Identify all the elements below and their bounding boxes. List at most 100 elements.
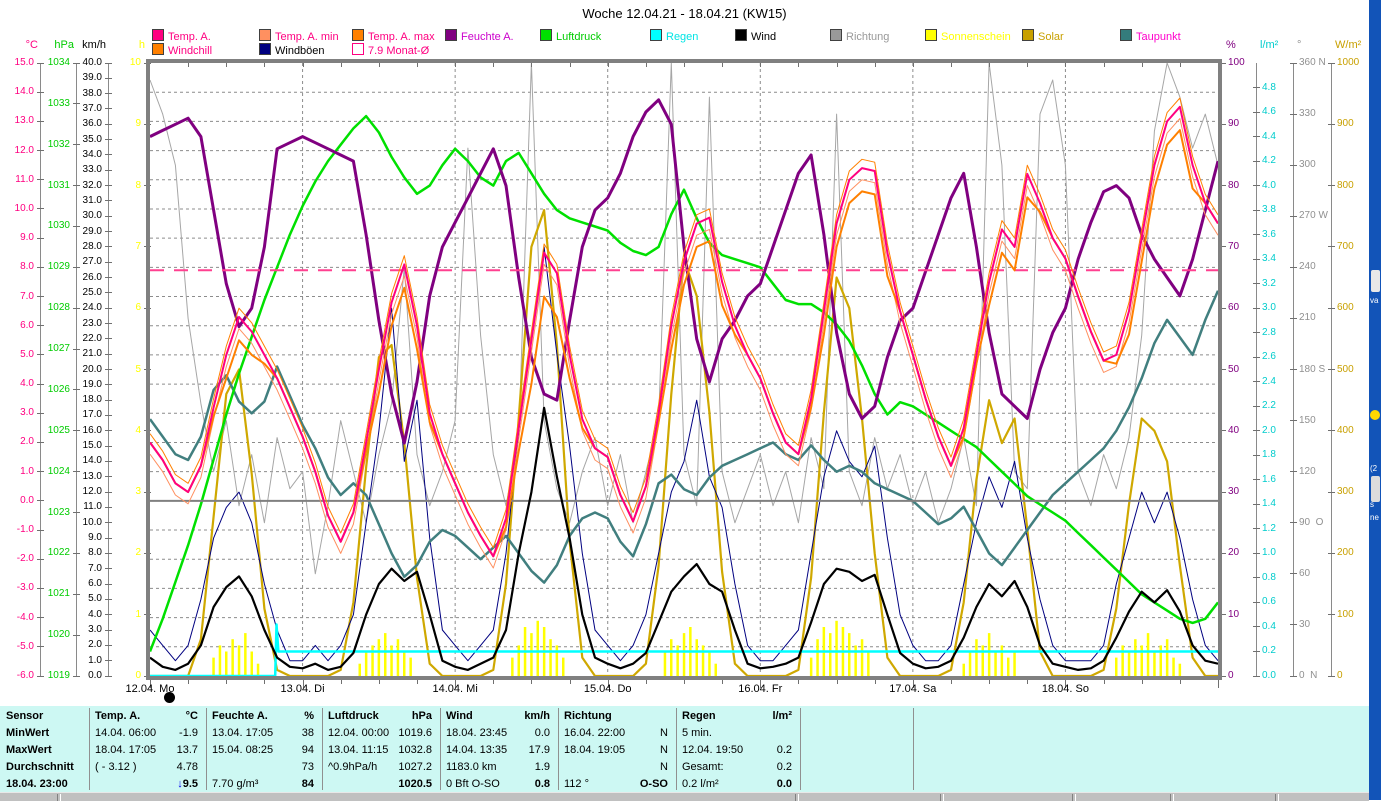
axis-tick <box>105 323 112 325</box>
axis-label-hpa: 1031 <box>47 179 70 191</box>
table-cell: 12.04. 19:50 <box>682 744 744 756</box>
axis-label-deg: 30 <box>1299 618 1311 630</box>
legend-item-temp-a-max: Temp. A. max <box>352 29 435 43</box>
axis-tick <box>37 383 44 385</box>
x-axis-day-label: 17.04. Sa <box>889 683 937 695</box>
x-axis-tick-top <box>798 63 800 67</box>
table-cell: 112 ° <box>564 778 589 790</box>
axis-label-pct: 0 <box>1228 670 1234 681</box>
sunshine-bar <box>237 645 241 676</box>
sunshine-bar <box>384 633 387 676</box>
sunshine-bar <box>1165 639 1169 676</box>
legend-color-swatch <box>735 29 747 41</box>
sunshine-bar <box>1172 657 1175 676</box>
axis-tick <box>1219 491 1226 493</box>
axis-tick <box>37 237 44 239</box>
table-row-label: 18.04. 23:00 <box>6 778 68 790</box>
axis-tick <box>1253 332 1260 334</box>
axis-label-kmh: 22.0 <box>82 332 102 344</box>
table-cell: Gesamt: <box>682 761 724 773</box>
legend-item-label: 7.9 Monat-Ø <box>368 45 430 57</box>
axis-label-lm2: 0.2 <box>1262 645 1276 657</box>
x-axis-tick <box>455 680 457 688</box>
x-axis-day-label: 18.04. So <box>1041 683 1089 695</box>
trend-down-arrow-icon: ↓ <box>177 778 183 790</box>
axis-tick <box>1253 552 1260 554</box>
table-cell: 0.2 <box>776 744 792 756</box>
axis-label-wm2: 300 <box>1337 486 1354 498</box>
axis-label-temp_c: 5.0 <box>20 348 34 360</box>
table-column-separator <box>558 708 559 790</box>
axis-tick <box>1290 369 1297 370</box>
axis-tick <box>105 307 112 309</box>
axis-tick <box>1219 552 1226 554</box>
sunshine-bar <box>218 645 222 676</box>
axis-label-kmh: 25.0 <box>82 286 102 298</box>
x-axis-tick <box>989 680 991 684</box>
sunshine-bar <box>968 651 972 676</box>
axis-label-temp_c: -5.0 <box>16 640 34 652</box>
axis-label-temp_c: 4.0 <box>20 378 34 390</box>
axis-label-temp_c: -4.0 <box>16 611 34 623</box>
table-cell: 17.9 <box>528 744 550 756</box>
sensor-summary-table: Sensor MinWert MaxWert Durchschnitt 18.04. 2… <box>0 706 1369 792</box>
legend-color-swatch <box>1120 29 1132 41</box>
status-bar <box>0 792 1369 801</box>
legend-item-label: Richtung <box>846 31 890 43</box>
sunshine-bar <box>212 657 215 676</box>
axis-label-hpa: 1028 <box>47 302 70 314</box>
sunshine-bar <box>987 633 991 676</box>
table-cell: % <box>304 710 314 722</box>
x-axis-tick <box>264 680 266 684</box>
x-axis-tick-top <box>989 63 991 67</box>
x-axis-day-label: 15.04. Do <box>583 683 632 695</box>
sunshine-bar <box>848 633 851 676</box>
axis-line-hpa <box>76 63 77 676</box>
legend-item-7-9-monat-: 7.9 Monat-Ø <box>352 43 430 57</box>
axis-label-hpa: 1026 <box>47 383 70 395</box>
x-axis-tick <box>760 680 762 688</box>
axis-label-kmh: 40.0 <box>82 57 102 68</box>
plot-border-bottom <box>146 676 1222 680</box>
desktop-icon-label-fragment: va <box>1370 296 1379 305</box>
axis-label-hpa: 1022 <box>47 547 70 559</box>
axis-tick <box>37 646 44 648</box>
axis-label-kmh: 14.0 <box>82 455 102 467</box>
axis-label-kmh: 18.0 <box>82 394 102 406</box>
axis-label-deg: 270 W <box>1299 210 1328 222</box>
axis-tick <box>73 634 80 636</box>
sunshine-bar <box>562 657 565 676</box>
legend-item-label: Wind <box>751 31 777 43</box>
axis-tick <box>37 529 44 531</box>
axis-label-temp_c: 6.0 <box>20 319 34 331</box>
axis-label-wm2: 800 <box>1337 179 1354 191</box>
legend-item-solar: Solar <box>1022 29 1064 43</box>
axis-tick <box>1328 369 1335 370</box>
sunshine-bar <box>536 620 539 676</box>
axis-label-kmh: 3.0 <box>88 624 102 636</box>
axis-label-lm2: 1.0 <box>1262 547 1276 559</box>
sunshine-bar <box>1115 657 1118 676</box>
axis-tick <box>105 384 112 386</box>
axis-tick <box>105 169 112 171</box>
axis-tick <box>1253 283 1260 285</box>
x-axis-tick <box>912 680 914 688</box>
sunshine-bar <box>1140 645 1143 676</box>
status-bar-divider <box>795 794 799 801</box>
axis-tick <box>105 399 112 401</box>
axis-label-wm2: 600 <box>1337 302 1354 314</box>
axis-tick <box>105 629 112 631</box>
axis-label-temp_c: 7.0 <box>20 290 34 302</box>
axis-label-kmh: 26.0 <box>82 271 102 283</box>
legend-color-swatch <box>1022 29 1034 41</box>
axis-tick <box>37 675 44 677</box>
axis-tick <box>105 277 112 279</box>
axis-tick <box>1290 164 1297 166</box>
axis-tick <box>73 103 80 105</box>
sunshine-bar <box>835 620 838 676</box>
axis-label-kmh: 31.0 <box>82 194 102 206</box>
x-axis-tick <box>417 680 418 684</box>
legend-item-windb-en: Windböen <box>259 43 325 57</box>
x-axis-tick <box>722 680 724 684</box>
axis-tick <box>73 62 80 64</box>
